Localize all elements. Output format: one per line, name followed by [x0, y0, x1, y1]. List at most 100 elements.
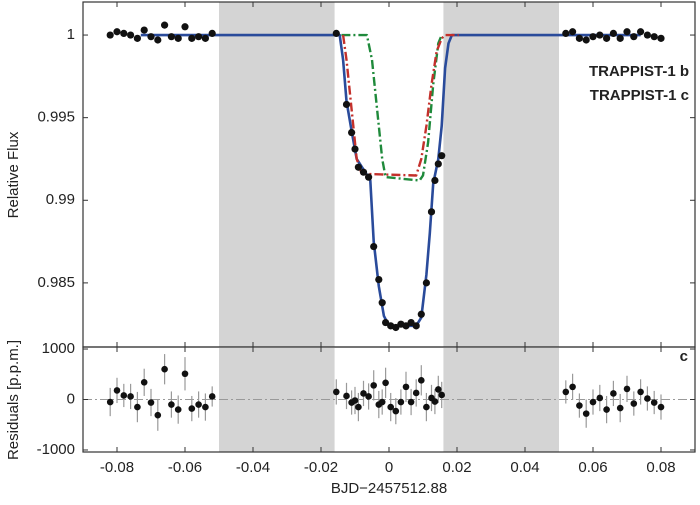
data-point	[562, 29, 570, 37]
data-point	[582, 36, 590, 44]
residual-point	[387, 403, 395, 411]
residual-point	[402, 383, 410, 391]
data-point	[434, 160, 442, 168]
data-point	[650, 33, 658, 41]
residual-point	[120, 392, 128, 399]
residual-point	[431, 398, 439, 405]
data-point	[342, 100, 351, 109]
residual-point	[423, 403, 430, 411]
residual-point	[576, 402, 583, 409]
data-point	[637, 28, 645, 36]
residual-point	[188, 405, 196, 412]
y-tick-label: 0.985	[37, 274, 75, 291]
data-point	[569, 28, 577, 36]
residual-point	[355, 403, 362, 411]
data-point	[575, 34, 584, 42]
data-point	[208, 29, 216, 37]
data-point	[133, 34, 141, 42]
residual-point	[623, 385, 631, 393]
residual-point	[147, 399, 155, 406]
data-point	[603, 34, 611, 42]
data-point	[120, 29, 128, 37]
residual-point	[127, 393, 134, 400]
data-point	[609, 29, 618, 37]
residual-point	[365, 393, 372, 400]
x-tick-label: 0	[385, 459, 393, 476]
data-point	[140, 26, 148, 34]
data-point	[630, 33, 638, 41]
data-point	[375, 275, 383, 284]
residual-point	[208, 393, 216, 400]
y-tick-label: -1000	[37, 441, 75, 458]
y-tick-label: 0.99	[46, 191, 75, 208]
data-point	[181, 23, 189, 31]
residual-point	[644, 395, 651, 402]
residual-point	[397, 398, 405, 406]
model-line	[140, 33, 641, 328]
data-point	[161, 21, 169, 29]
data-point	[195, 33, 203, 41]
legend-label: TRAPPIST-1 c	[590, 87, 689, 104]
data-point	[106, 31, 114, 39]
residual-point	[343, 392, 350, 400]
residual-point	[610, 390, 617, 397]
residual-point	[333, 388, 340, 396]
residual-point	[174, 406, 182, 413]
y-tick-label: 0	[67, 390, 75, 407]
x-tick-label: -0.06	[168, 459, 202, 476]
data-point	[174, 34, 182, 42]
data-point	[188, 34, 196, 42]
residual-point	[616, 404, 624, 412]
data-point	[392, 323, 400, 332]
residual-point	[370, 382, 378, 389]
data-point	[201, 34, 209, 42]
data-point	[438, 152, 446, 160]
residual-point	[168, 401, 175, 408]
data-point	[154, 36, 162, 44]
x-tick-label: -0.08	[100, 459, 134, 476]
data-point	[359, 168, 368, 176]
residual-point	[569, 383, 576, 391]
residual-point	[596, 394, 604, 402]
panel-label: c	[680, 348, 688, 365]
data-point	[332, 29, 340, 37]
data-point	[348, 128, 356, 137]
residual-point	[589, 398, 597, 406]
data-point	[431, 176, 439, 185]
residual-point	[407, 398, 415, 406]
data-point	[354, 163, 362, 171]
residual-point	[140, 379, 148, 386]
residual-point	[106, 398, 114, 406]
data-point	[623, 28, 631, 36]
data-point	[370, 242, 378, 251]
data-point	[417, 310, 425, 318]
data-point	[382, 318, 390, 327]
residual-point	[392, 407, 400, 415]
residual-point	[351, 397, 359, 404]
data-point	[412, 322, 420, 330]
data-point	[365, 173, 373, 181]
x-axis-label: BJD−2457512.88	[331, 480, 447, 497]
residual-point	[113, 387, 121, 394]
model-line	[341, 33, 443, 182]
residual-point	[438, 391, 446, 399]
y-tick-label: 1000	[42, 340, 75, 357]
residual-point	[418, 377, 425, 384]
x-tick-label: -0.02	[304, 459, 338, 476]
x-tick-label: 0.04	[510, 459, 539, 476]
residual-point	[154, 411, 162, 419]
residual-point	[134, 403, 141, 411]
model-line	[341, 33, 459, 177]
y-tick-label: 0.995	[37, 109, 75, 126]
residual-point	[630, 400, 638, 407]
residual-point	[202, 403, 209, 411]
data-point	[427, 208, 436, 216]
data-point	[147, 33, 155, 41]
residual-point	[435, 386, 442, 393]
residual-point	[161, 365, 168, 373]
x-tick-label: -0.04	[236, 459, 270, 476]
residual-point	[657, 403, 665, 411]
data-point	[596, 31, 604, 39]
residual-point	[360, 390, 367, 397]
